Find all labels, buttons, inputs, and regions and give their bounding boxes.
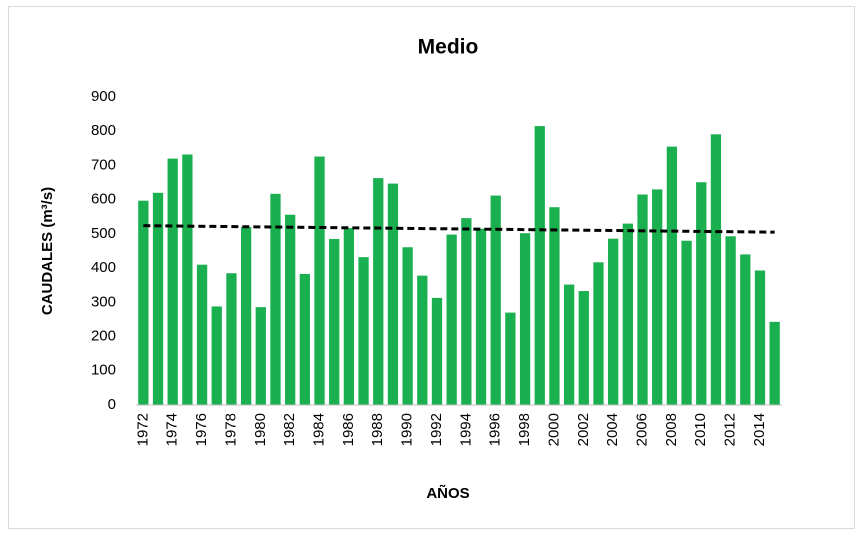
x-axis-title: AÑOS (426, 484, 469, 502)
x-tick-label: 2000 (545, 413, 562, 446)
y-tick-label: 900 (91, 88, 116, 105)
x-tick-label: 2014 (751, 413, 768, 446)
bar (211, 306, 222, 405)
bar (182, 154, 193, 405)
x-tick-label: 2010 (692, 413, 709, 446)
bar (152, 192, 164, 405)
x-tick-label: 1978 (222, 413, 239, 446)
bar (329, 239, 340, 405)
bar (519, 233, 531, 405)
bar (666, 146, 678, 405)
y-axis-title: CAUDALES (m³/s) (39, 187, 56, 315)
bar (475, 228, 487, 405)
y-tick-label: 100 (91, 362, 116, 379)
bar (490, 195, 501, 405)
x-tick-label: 1980 (252, 413, 269, 446)
bar (226, 273, 237, 405)
x-tick-label: 1990 (399, 413, 416, 446)
y-tick-label: 0 (108, 396, 116, 413)
bar (431, 297, 443, 405)
y-tick-label: 200 (91, 328, 116, 345)
bar (710, 134, 722, 405)
bar (578, 291, 589, 405)
bar (402, 247, 413, 405)
x-tick-label: 2002 (575, 413, 592, 446)
bar (387, 183, 399, 405)
x-tick-label: 1984 (310, 413, 327, 446)
x-tick-label: 1982 (281, 413, 298, 446)
x-tick-label: 1986 (340, 413, 357, 446)
y-tick-label: 300 (91, 293, 116, 310)
bar (167, 158, 178, 405)
bar (696, 182, 707, 405)
bar (549, 207, 560, 405)
y-tick-label: 600 (91, 191, 116, 208)
bar (622, 223, 633, 405)
bar (652, 189, 663, 405)
x-tick-label: 1974 (164, 413, 181, 446)
bar (461, 218, 472, 405)
x-tick-label: 2012 (722, 413, 739, 446)
x-tick-label: 1972 (134, 413, 151, 446)
y-tick-label: 400 (91, 259, 116, 276)
bar (608, 238, 619, 405)
x-tick-label: 2006 (633, 413, 650, 446)
y-tick-label: 500 (91, 225, 116, 242)
bar (138, 200, 149, 405)
bar (343, 228, 355, 405)
bar (769, 321, 780, 405)
bar (299, 273, 310, 405)
bar (637, 194, 648, 405)
y-tick-label: 700 (91, 156, 116, 173)
x-tick-label: 1988 (369, 413, 386, 446)
bar (740, 254, 751, 405)
chart-title: Medio (418, 36, 479, 59)
x-tick-label: 1998 (516, 413, 533, 446)
bar (446, 234, 457, 405)
trend-line (143, 224, 775, 234)
bar (681, 240, 692, 405)
bar (505, 312, 516, 405)
bar (563, 284, 575, 405)
y-tick-label: 800 (91, 122, 116, 139)
x-tick-label: 1976 (193, 413, 210, 446)
bar (417, 275, 428, 405)
x-tick-label: 1992 (428, 413, 445, 446)
bar (255, 307, 266, 405)
bar (358, 257, 369, 405)
bar (270, 193, 281, 405)
bar (196, 264, 208, 405)
x-tick-label: 2008 (663, 413, 680, 446)
bar (754, 270, 766, 405)
x-tick-label: 2004 (604, 413, 621, 446)
bar (314, 156, 325, 405)
x-tick-label: 1994 (457, 413, 474, 446)
bar (593, 262, 604, 405)
bar (725, 236, 736, 405)
x-tick-label: 1996 (487, 413, 504, 446)
bar (240, 227, 252, 405)
bar (534, 126, 545, 405)
bar (285, 214, 296, 405)
bar (373, 178, 384, 405)
